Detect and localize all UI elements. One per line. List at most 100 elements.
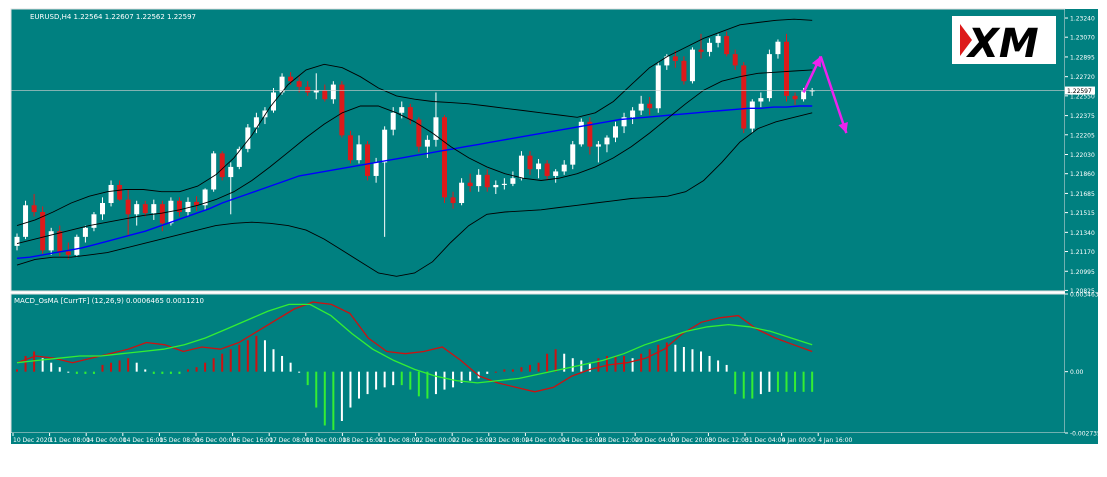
macd-histogram-bar: [811, 371, 814, 392]
macd-histogram-bar: [340, 371, 343, 422]
macd-histogram-bar: [169, 371, 172, 374]
macd-histogram-bar: [409, 371, 412, 390]
candle-body: [766, 54, 772, 99]
candle-body: [159, 204, 165, 224]
candle-body: [228, 166, 234, 178]
candle-body: [681, 60, 687, 82]
candle-body: [536, 163, 542, 170]
candle-body: [151, 204, 157, 214]
macd-histogram-bar: [315, 371, 318, 408]
time-tick-label: 15 Dec 08:00: [159, 437, 200, 444]
macd-histogram-bar: [75, 371, 78, 374]
macd-histogram-bar: [751, 371, 754, 399]
candle-body: [749, 101, 755, 129]
candle-body: [65, 251, 71, 255]
macd-histogram-bar: [84, 371, 87, 374]
macd-histogram-bar: [178, 371, 181, 374]
candle-body: [655, 65, 661, 109]
candle-body: [758, 98, 764, 102]
candle-body: [117, 184, 123, 200]
macd-histogram-bar: [24, 355, 27, 372]
candle-body: [416, 119, 422, 147]
candle-body: [91, 214, 97, 228]
macd-histogram-bar: [144, 369, 147, 372]
macd-histogram-bar: [349, 371, 352, 408]
macd-histogram-bar: [289, 362, 292, 372]
candle-body: [296, 81, 302, 87]
price-tick-label: 1.23070: [1070, 35, 1095, 42]
price-tick-label: 1.22550: [1070, 93, 1095, 100]
macd-histogram-bar: [358, 371, 360, 399]
time-tick-label: 22 Dec 00:00: [416, 437, 457, 444]
macd-histogram-bar: [682, 346, 685, 372]
candle-body: [561, 164, 567, 172]
macd-histogram-bar: [127, 358, 130, 372]
macd-histogram-bar: [375, 371, 378, 390]
candle-body: [82, 227, 88, 237]
candle-body: [689, 49, 695, 82]
macd-histogram-bar: [58, 367, 61, 372]
macd-histogram-bar: [469, 371, 472, 381]
macd-title: MACD_OsMA [CurrTF] (12,26,9) 0.0006465 0…: [14, 297, 204, 305]
candle-body: [442, 117, 447, 198]
time-tick-label: 10 Dec 2020: [13, 437, 52, 444]
candle-body: [715, 36, 721, 43]
candle-body: [125, 199, 131, 215]
macd-histogram-bar: [571, 358, 574, 372]
candle-body: [100, 203, 105, 215]
candle-body: [792, 95, 798, 100]
price-tick-label: 1.21860: [1070, 171, 1095, 178]
candle-body: [698, 49, 704, 52]
macd-histogram-bar: [802, 371, 805, 392]
candle-body: [271, 92, 276, 111]
candle-body: [253, 117, 259, 128]
macd-histogram-bar: [623, 355, 626, 372]
price-tick-label: 1.22030: [1070, 152, 1095, 159]
candle-body: [322, 90, 328, 100]
macd-histogram-bar: [221, 353, 224, 372]
candle-body: [305, 86, 311, 93]
price-chart-title: EURUSD,H4 1.22564 1.22607 1.22562 1.2259…: [30, 13, 196, 21]
time-axis-background: [11, 433, 1065, 444]
macd-histogram-bar: [734, 371, 737, 395]
macd-tick-label: 0.00: [1070, 369, 1084, 376]
candle-body: [23, 205, 29, 237]
macd-histogram-bar: [161, 371, 164, 374]
macd-histogram-bar: [323, 371, 326, 426]
macd-histogram-bar: [785, 371, 788, 392]
macd-histogram-bar: [563, 353, 566, 372]
candle-body: [570, 144, 576, 165]
macd-histogram-bar: [195, 367, 198, 372]
time-tick-label: 30 Dec 12:00: [708, 437, 749, 444]
candle-body: [638, 103, 644, 111]
macd-histogram-bar: [725, 364, 728, 372]
candle-body: [330, 84, 336, 100]
bollinger-middle-line: [16, 69, 813, 245]
price-tick-label: 1.22375: [1070, 113, 1095, 120]
macd-histogram-bar: [657, 344, 660, 372]
candle-body: [142, 204, 148, 214]
candle-body: [236, 148, 242, 167]
time-tick-label: 22 Dec 16:00: [452, 437, 493, 444]
candle-body: [339, 84, 345, 136]
macd-histogram-bar: [246, 340, 249, 372]
time-tick-label: 24 Dec 16:00: [562, 437, 603, 444]
price-axis-background: [1065, 9, 1098, 444]
macd-histogram-bar: [383, 371, 386, 388]
macd-histogram-bar: [392, 371, 395, 386]
macd-histogram-bar: [648, 349, 651, 372]
macd-histogram-bar: [768, 371, 771, 392]
macd-histogram-bar: [503, 369, 506, 372]
macd-histogram-bar: [135, 362, 138, 372]
candle-body: [108, 184, 114, 204]
macd-histogram-bar: [443, 371, 446, 390]
candle-body: [57, 231, 63, 252]
time-tick-label: 4 Jan 16:00: [818, 437, 852, 444]
candle-body: [467, 182, 473, 187]
candle-body: [74, 236, 80, 255]
candle-body: [40, 212, 46, 251]
macd-histogram-bar: [366, 371, 369, 395]
candle-body: [553, 171, 559, 176]
